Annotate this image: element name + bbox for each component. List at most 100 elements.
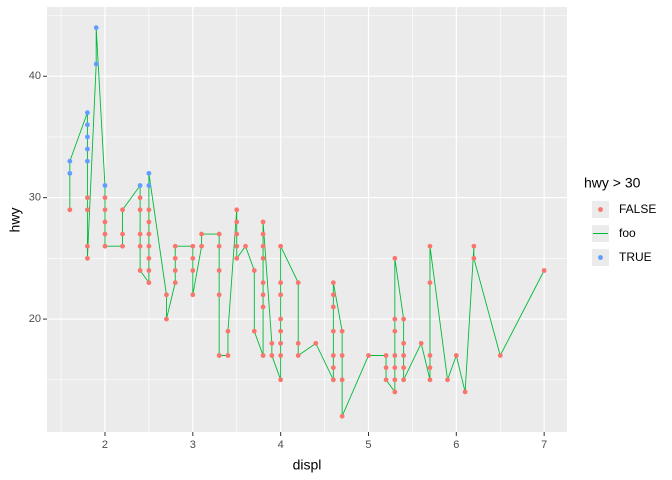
point: [85, 207, 90, 213]
point: [278, 377, 284, 383]
point: [234, 231, 240, 237]
point: [330, 304, 336, 310]
point: [445, 377, 450, 383]
point: [278, 280, 284, 286]
point: [234, 243, 240, 249]
point: [260, 304, 266, 310]
point: [172, 243, 178, 249]
x-tick-label: 2: [102, 439, 108, 451]
point: [383, 365, 389, 371]
point: [93, 61, 99, 67]
point: [260, 292, 266, 298]
point: [225, 328, 231, 334]
point: [216, 243, 222, 249]
legend-label: FALSE: [619, 202, 656, 216]
point: [392, 389, 398, 395]
point: [383, 353, 389, 358]
point: [427, 243, 433, 249]
point: [146, 280, 152, 286]
point: [234, 255, 240, 261]
legend-point: [598, 207, 603, 212]
point: [216, 268, 222, 273]
point: [330, 292, 336, 298]
point: [85, 146, 90, 152]
y-tick-label: 30: [29, 192, 41, 204]
point: [392, 377, 398, 383]
point: [85, 110, 90, 116]
point: [453, 353, 459, 358]
point: [313, 340, 319, 346]
point: [85, 122, 90, 128]
point: [471, 255, 477, 261]
point: [85, 195, 90, 201]
point: [278, 292, 284, 298]
point: [462, 389, 468, 395]
point: [278, 316, 284, 322]
point: [146, 207, 152, 213]
point: [366, 353, 371, 358]
point: [383, 377, 389, 383]
point: [260, 243, 266, 249]
point: [330, 365, 336, 371]
point: [251, 328, 257, 334]
point: [295, 340, 301, 346]
point: [146, 255, 152, 261]
point: [216, 231, 222, 237]
point: [85, 134, 90, 140]
legend-label: TRUE: [619, 250, 652, 264]
point: [243, 243, 248, 249]
point: [339, 328, 345, 334]
point: [120, 207, 125, 213]
point: [102, 183, 108, 188]
legend-point: [598, 255, 603, 260]
point: [137, 195, 143, 201]
x-tick-label: 5: [365, 439, 371, 451]
point: [427, 280, 433, 286]
point: [102, 231, 108, 237]
point: [251, 268, 257, 273]
point: [278, 328, 284, 334]
point: [137, 243, 143, 249]
point: [278, 243, 284, 249]
point: [295, 280, 301, 286]
point: [260, 280, 266, 286]
point: [146, 219, 152, 225]
point: [216, 292, 222, 298]
point: [234, 207, 240, 213]
point: [497, 353, 503, 358]
point: [260, 255, 266, 261]
point: [67, 207, 73, 213]
point: [330, 377, 336, 383]
point: [120, 243, 125, 249]
point: [137, 231, 143, 237]
point: [146, 243, 152, 249]
point: [392, 365, 398, 371]
point: [330, 280, 336, 286]
y-axis-title: hwy: [7, 208, 23, 233]
point: [85, 243, 90, 249]
point: [260, 353, 266, 358]
point: [146, 170, 152, 176]
point: [269, 353, 275, 358]
point: [146, 231, 152, 237]
legend-label: foo: [619, 226, 636, 240]
point: [172, 255, 178, 261]
point: [278, 353, 284, 358]
x-tick-label: 4: [278, 439, 284, 451]
point: [137, 207, 143, 213]
point: [392, 255, 398, 261]
point: [401, 353, 407, 358]
point: [164, 316, 169, 322]
x-tick-label: 6: [453, 439, 459, 451]
x-tick-label: 3: [190, 439, 196, 451]
point: [102, 219, 108, 225]
point: [164, 292, 169, 298]
point: [269, 340, 275, 346]
y-tick-label: 20: [29, 313, 41, 325]
point: [339, 353, 345, 358]
point: [137, 183, 143, 188]
point: [401, 340, 407, 346]
point: [471, 243, 477, 249]
point: [427, 353, 433, 358]
